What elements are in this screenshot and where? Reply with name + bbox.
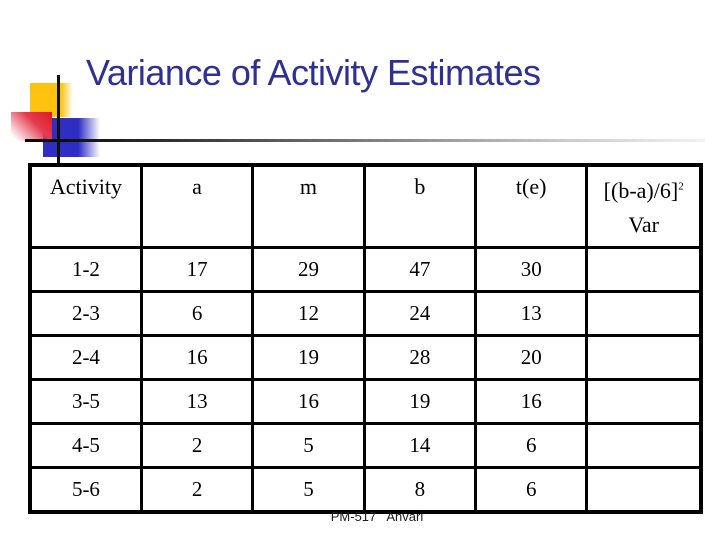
cell-var — [585, 466, 703, 514]
cell-te: 6 — [473, 422, 589, 469]
variance-label: Var — [628, 212, 659, 238]
cell-var — [585, 290, 703, 337]
variance-formula: [(b-a)/6]2 — [603, 178, 684, 203]
cell-b: 8 — [362, 466, 478, 514]
table-row: 2-4 16 19 28 20 — [28, 334, 703, 381]
accent-blue-square-icon — [43, 118, 100, 157]
cell-a: 13 — [139, 378, 255, 425]
table-row: 2-3 6 12 24 13 — [28, 290, 703, 337]
crosshair-vertical-line — [57, 75, 60, 163]
cell-b: 28 — [362, 334, 478, 381]
cell-te: 30 — [473, 246, 589, 293]
cell-te: 20 — [473, 334, 589, 381]
cell-activity: 5-6 — [28, 466, 143, 514]
cell-a: 2 — [139, 466, 255, 514]
table-row: 5-6 2 5 8 6 — [28, 466, 703, 514]
cell-b: 24 — [362, 290, 478, 337]
cell-te: 6 — [473, 466, 589, 514]
cell-activity: 4-5 — [28, 422, 143, 469]
cell-b: 14 — [362, 422, 478, 469]
cell-a: 6 — [139, 290, 255, 337]
cell-activity: 2-4 — [28, 334, 143, 381]
cell-activity: 2-3 — [28, 290, 143, 337]
header-b: b — [362, 163, 478, 249]
accent-red-square-icon — [11, 112, 52, 141]
cell-m: 12 — [251, 290, 366, 337]
cell-m: 5 — [251, 466, 366, 514]
activity-estimates-table: Activity a m b t(e) [(b-a)/6]2 Var 1-2 1… — [28, 163, 703, 514]
cell-activity: 3-5 — [28, 378, 143, 425]
cell-var — [585, 246, 703, 293]
table-row: 4-5 2 5 14 6 — [28, 422, 703, 469]
header-row: Activity a m b t(e) [(b-a)/6]2 Var — [28, 163, 703, 249]
header-m: m — [251, 163, 366, 249]
title-divider-rule — [25, 139, 705, 142]
table-row: 3-5 13 16 19 16 — [28, 378, 703, 425]
cell-te: 16 — [473, 378, 589, 425]
activity-table-container: Activity a m b t(e) [(b-a)/6]2 Var 1-2 1… — [28, 163, 703, 514]
cell-a: 16 — [139, 334, 255, 381]
cell-var — [585, 334, 703, 381]
slide-title: Variance of Activity Estimates — [86, 52, 541, 93]
header-variance: [(b-a)/6]2 Var — [585, 163, 703, 249]
slide-footer: PM-517 Anvari — [330, 509, 424, 524]
formula-exponent: 2 — [678, 180, 684, 193]
cell-m: 5 — [251, 422, 366, 469]
cell-b: 47 — [362, 246, 478, 293]
cell-a: 17 — [139, 246, 255, 293]
header-te: t(e) — [473, 163, 589, 249]
cell-m: 16 — [251, 378, 366, 425]
cell-var — [585, 378, 703, 425]
cell-a: 2 — [139, 422, 255, 469]
cell-m: 29 — [251, 246, 366, 293]
cell-m: 19 — [251, 334, 366, 381]
accent-yellow-square-icon — [30, 83, 73, 117]
cell-te: 13 — [473, 290, 589, 337]
header-activity: Activity — [28, 163, 143, 249]
cell-var — [585, 422, 703, 469]
header-a: a — [139, 163, 255, 249]
cell-b: 19 — [362, 378, 478, 425]
cell-activity: 1-2 — [28, 246, 143, 293]
table-row: 1-2 17 29 47 30 — [28, 246, 703, 293]
